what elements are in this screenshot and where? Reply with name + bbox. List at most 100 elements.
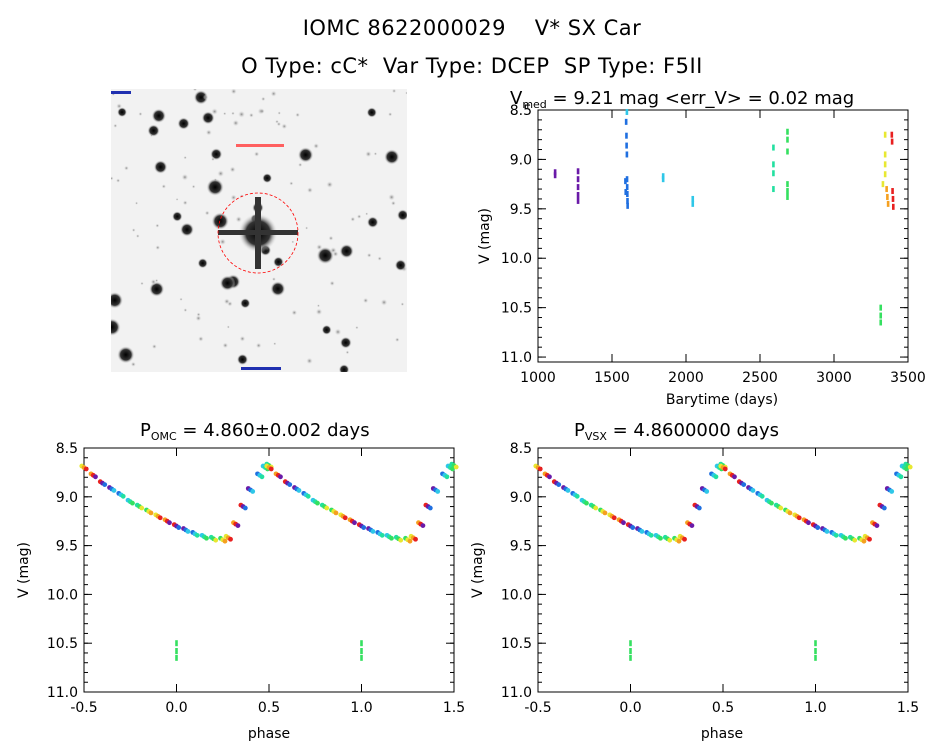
phase-point bbox=[658, 535, 663, 541]
lightcurve-point bbox=[625, 142, 628, 149]
sky-star bbox=[405, 91, 407, 95]
phase-omc-xtick-label: 0.5 bbox=[258, 700, 280, 716]
lightcurve-point bbox=[625, 151, 629, 158]
sky-star bbox=[297, 162, 303, 168]
sky-star bbox=[151, 108, 167, 124]
sky-star bbox=[150, 278, 157, 286]
phase-point bbox=[427, 505, 433, 511]
phase-vsx-ytick-label: 11.0 bbox=[501, 685, 532, 701]
sky-star bbox=[253, 150, 260, 158]
phase-point bbox=[451, 463, 457, 468]
sky-star bbox=[175, 197, 179, 201]
phase-faint-point bbox=[629, 648, 632, 655]
sky-star bbox=[400, 302, 405, 307]
phase-point bbox=[235, 523, 241, 528]
sky-star bbox=[312, 142, 320, 150]
phase-point bbox=[157, 515, 163, 521]
phase-point bbox=[139, 505, 145, 511]
phase-point bbox=[435, 489, 441, 494]
phase-point bbox=[130, 500, 135, 506]
phase-point bbox=[732, 474, 737, 480]
sky-star bbox=[339, 336, 352, 349]
phase-point bbox=[759, 493, 765, 499]
phase-point bbox=[720, 465, 726, 470]
sky-star bbox=[294, 112, 301, 118]
lightcurve-xtick-label: 1500 bbox=[594, 370, 630, 386]
lightcurve-point bbox=[691, 200, 695, 207]
sky-star bbox=[338, 364, 350, 372]
lightcurve-xtick-label: 1000 bbox=[520, 370, 556, 386]
sky-star bbox=[273, 341, 277, 346]
phase-point bbox=[581, 499, 587, 505]
phase-point bbox=[81, 465, 87, 470]
phase-point bbox=[204, 535, 209, 541]
phase-point bbox=[181, 526, 186, 531]
lightcurve-point bbox=[786, 188, 789, 195]
sky-star bbox=[183, 155, 188, 160]
sky-star bbox=[237, 110, 246, 119]
phase-point bbox=[127, 499, 133, 505]
phase-point bbox=[881, 505, 887, 511]
phase-point bbox=[231, 520, 236, 526]
phase-point bbox=[153, 512, 159, 518]
phase-point bbox=[218, 535, 223, 541]
phase-omc-xlabel: phase bbox=[248, 726, 290, 742]
phase-point bbox=[889, 489, 895, 494]
phase-point bbox=[292, 485, 297, 490]
sky-star bbox=[355, 325, 359, 330]
phase-point bbox=[714, 463, 720, 469]
phase-point bbox=[872, 521, 878, 527]
phase-point bbox=[544, 472, 550, 478]
phase-point bbox=[418, 521, 424, 527]
sky-star bbox=[111, 176, 114, 181]
lightcurve-point bbox=[624, 189, 628, 196]
phase-point bbox=[653, 532, 659, 538]
phase-point bbox=[266, 465, 272, 470]
phase-point bbox=[266, 463, 272, 468]
phase-point bbox=[285, 480, 290, 486]
phase-point bbox=[97, 479, 103, 485]
phase-point bbox=[338, 512, 344, 518]
sky-star bbox=[328, 235, 334, 242]
sky-star bbox=[210, 157, 216, 162]
phase-faint-point bbox=[629, 654, 632, 661]
phase-point bbox=[403, 535, 408, 541]
phase-point bbox=[838, 532, 844, 538]
lightcurve-point bbox=[883, 131, 887, 138]
sky-star bbox=[201, 111, 215, 125]
sky-star bbox=[155, 244, 161, 251]
phase-point bbox=[533, 463, 539, 469]
target-label-mark bbox=[236, 144, 284, 147]
phase-point bbox=[347, 517, 353, 523]
phase-faint-point bbox=[814, 640, 817, 647]
phase-point bbox=[565, 488, 571, 493]
phase-point bbox=[260, 463, 266, 469]
phase-point bbox=[368, 527, 374, 533]
phase-point bbox=[904, 466, 909, 472]
sky-star bbox=[262, 173, 273, 184]
phase-point bbox=[93, 474, 98, 480]
phase-point bbox=[449, 461, 455, 467]
lightcurve-point bbox=[879, 304, 883, 311]
lightcurve-point bbox=[553, 172, 557, 179]
phase-point bbox=[621, 520, 626, 526]
phase-vsx-xtick-label: 1.0 bbox=[804, 700, 826, 716]
phase-point bbox=[259, 474, 265, 480]
phase-point bbox=[450, 466, 455, 472]
phase-point bbox=[310, 497, 316, 503]
phase-vsx-title: PVSX = 4.8600000 days bbox=[574, 420, 779, 443]
sky-star bbox=[205, 129, 213, 136]
phase-point bbox=[171, 522, 177, 528]
phase-point bbox=[242, 505, 248, 511]
sky-star bbox=[345, 350, 350, 355]
sky-star bbox=[116, 107, 128, 118]
sky-star bbox=[226, 325, 231, 329]
phase-point bbox=[907, 464, 913, 470]
phase-point bbox=[83, 466, 89, 472]
phase-point bbox=[542, 471, 548, 477]
sky-star bbox=[115, 102, 123, 110]
sky-star bbox=[391, 89, 397, 94]
phase-point bbox=[238, 502, 244, 508]
sky-star bbox=[138, 111, 143, 117]
sky-star bbox=[171, 211, 183, 222]
